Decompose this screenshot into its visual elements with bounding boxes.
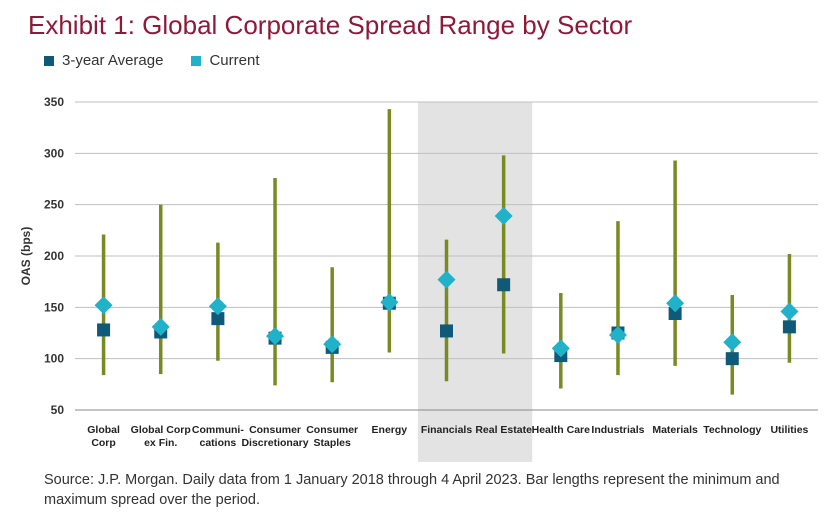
category-label: Consumer Staples: [306, 424, 358, 449]
category-label: Communi-cations: [192, 424, 244, 449]
category-label: Financials: [421, 424, 473, 436]
category-label: Real Estate: [475, 424, 532, 436]
y-axis-title: OAS (bps): [19, 227, 33, 286]
chart-plot: 50 100 150 200 250 300 350 OAS (bps) Global Corp G…: [19, 95, 818, 462]
category-label: Consumer Discretionary: [241, 424, 308, 449]
avg-marker: [725, 352, 739, 366]
y-tick-label: 150: [44, 300, 64, 314]
chart-title: Exhibit 1: Global Corporate Spread Range…: [28, 10, 633, 40]
legend-item-avg: 3-year Average: [44, 52, 163, 69]
current-marker: [780, 302, 799, 321]
avg-marker: [497, 278, 511, 292]
current-marker: [380, 293, 399, 312]
y-tick-label: 50: [51, 403, 65, 417]
legend-item-current: Current: [191, 52, 260, 69]
category-label: Global Corp ex Fin.: [131, 424, 191, 449]
y-tick-label: 100: [44, 352, 64, 366]
y-tick-label: 200: [44, 249, 64, 263]
legend: 3-year Average Current: [44, 52, 260, 69]
avg-marker: [782, 320, 796, 334]
legend-current-label: Current: [209, 52, 260, 69]
legend-avg-label: 3-year Average: [62, 52, 164, 69]
y-tick-label: 350: [44, 95, 64, 109]
category-label: Technology: [703, 424, 761, 436]
current-marker: [666, 294, 685, 313]
current-marker: [266, 327, 285, 346]
category-label: Industrials: [591, 424, 644, 436]
y-tick-label: 300: [44, 146, 64, 160]
source-note: Source: J.P. Morgan. Daily data from 1 J…: [44, 472, 780, 508]
current-marker: [151, 317, 170, 336]
legend-current-swatch: [191, 55, 202, 66]
current-marker: [323, 335, 342, 354]
legend-avg-swatch: [44, 55, 54, 66]
avg-marker: [211, 312, 225, 326]
y-tick-label: 250: [44, 198, 64, 212]
highlight-band: [417, 102, 533, 462]
current-marker: [94, 296, 113, 315]
avg-marker: [440, 324, 453, 338]
avg-marker: [97, 323, 111, 337]
current-marker: [608, 326, 627, 345]
category-label: Energy: [372, 424, 408, 436]
current-marker: [723, 333, 742, 352]
avg-marker: [668, 306, 682, 320]
category-label: Health Care: [532, 424, 591, 436]
current-marker: [494, 206, 513, 225]
category-label: Materials: [652, 424, 698, 436]
current-marker: [208, 297, 227, 316]
category-label: Utilities: [770, 424, 808, 436]
category-label: Global Corp: [87, 424, 120, 449]
current-marker: [437, 270, 456, 289]
current-marker: [551, 339, 570, 358]
